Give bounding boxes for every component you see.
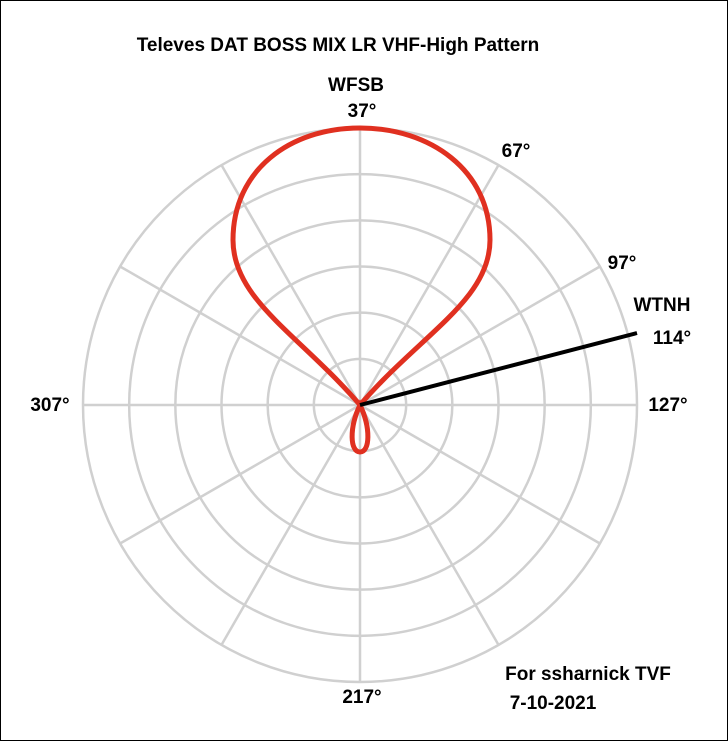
grid-spoke: [119, 265, 361, 407]
station-name: WFSB: [328, 75, 384, 96]
angle-label: 127°: [648, 395, 687, 416]
main-lobe: [230, 125, 493, 409]
angle-label: 67°: [502, 141, 531, 162]
grid-spoke: [220, 164, 362, 406]
station-angle: 114°: [653, 328, 691, 349]
wtnh-direction: [359, 331, 638, 407]
angle-label: 97°: [608, 253, 637, 274]
angle-label: 217°: [342, 687, 381, 708]
station-name: WTNH: [634, 295, 691, 316]
grid-spoke: [358, 164, 500, 406]
station-angle: 37°: [348, 101, 377, 122]
grid-spoke: [359, 403, 601, 545]
chart-title: Televes DAT BOSS MIX LR VHF-High Pattern: [137, 35, 540, 56]
footer-date: 7-10-2021: [510, 693, 597, 714]
back-lobe: [349, 399, 371, 455]
polar-grid: [81, 126, 639, 684]
footer-author: For ssharnick TVF: [505, 664, 671, 685]
angle-label: 307°: [30, 395, 69, 416]
grid-spoke: [119, 403, 361, 545]
grid-spoke: [220, 404, 362, 646]
grid-spoke: [359, 265, 601, 407]
grid-spoke: [358, 404, 500, 646]
